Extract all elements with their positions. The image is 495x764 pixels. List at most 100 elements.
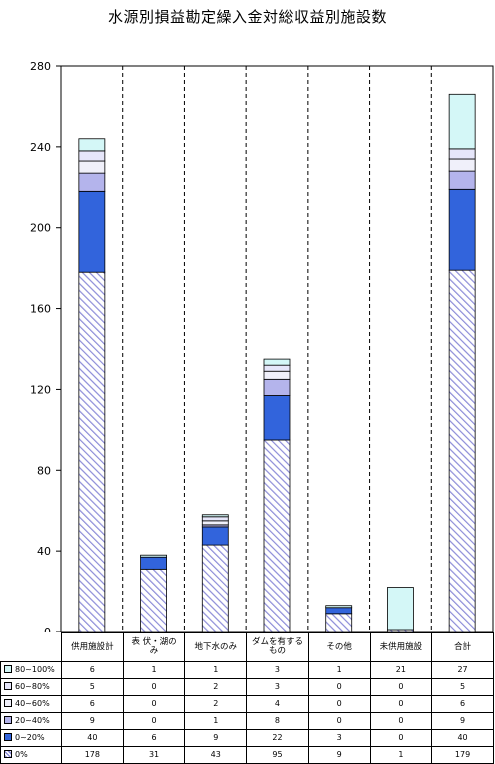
y-tick-label: 0 <box>44 626 51 632</box>
legend-entry: 0~20% <box>0 729 62 747</box>
plot-frame <box>60 65 494 632</box>
data-label: 5 <box>431 678 494 696</box>
data-label: 4 <box>246 695 309 713</box>
table-row: 60~80% 5 0 2 3 0 0 5 <box>0 678 494 696</box>
data-label: 43 <box>184 746 248 764</box>
data-label: 9 <box>61 712 124 730</box>
data-label: 0 <box>122 695 186 713</box>
x-tick-label: 地下水のみ <box>184 632 248 662</box>
legend-swatch <box>4 682 12 691</box>
table-row: 0~20% 40 6 9 22 3 0 40 <box>0 729 494 747</box>
bar-segment <box>140 556 167 570</box>
bar-segment <box>201 514 229 518</box>
plot-border <box>60 65 494 632</box>
legend-swatch <box>4 750 12 759</box>
data-label: 8 <box>246 712 309 730</box>
y-tick-label: 200 <box>30 222 51 235</box>
legend-label: 80~100% <box>15 665 55 675</box>
data-label: 2 <box>184 678 248 696</box>
x-tick-label: 合計 <box>431 632 494 662</box>
bar-segment <box>325 607 353 615</box>
bar-segment <box>78 138 106 152</box>
bar-segment <box>78 271 106 632</box>
y-tick-label: 120 <box>30 383 51 396</box>
bar-segment <box>263 358 291 366</box>
data-label: 179 <box>431 746 494 764</box>
bar-segment <box>78 160 106 174</box>
data-label: 3 <box>246 661 309 679</box>
legend-label: 40~60% <box>15 699 50 709</box>
bar-segment <box>201 516 229 522</box>
bar-segment <box>78 150 106 162</box>
bar-segment <box>448 93 476 150</box>
bar-segment <box>448 158 476 172</box>
bar-segment <box>201 526 229 546</box>
y-tick-label: 160 <box>30 303 51 316</box>
data-label: 27 <box>431 661 494 679</box>
bar-segment <box>325 605 353 609</box>
data-label: 22 <box>246 729 309 747</box>
y-tick-label: 240 <box>30 141 51 154</box>
x-tick-label: 表 伏・湖のみ <box>122 632 186 662</box>
data-label: 31 <box>122 746 186 764</box>
bar-segment <box>263 395 291 441</box>
data-label: 0 <box>369 729 433 747</box>
x-tick-label: その他 <box>307 632 371 662</box>
legend-entry: 0% <box>0 746 62 764</box>
legend-entry: 80~100% <box>0 661 62 679</box>
y-axis-ticks: 0 40 80 120 160 200 240 280 <box>30 60 61 632</box>
data-label: 0 <box>307 712 371 730</box>
legend-entry: 40~60% <box>0 695 62 713</box>
table-row: 40~60% 6 0 2 4 0 0 6 <box>0 695 494 713</box>
data-table: 供用施設計表 伏・湖のみ地下水のみ ダムを有する もの その他 未供用施設 合計 80~10… <box>0 632 494 764</box>
bar-segment <box>263 364 291 372</box>
legend-swatch <box>4 665 12 674</box>
data-label: 5 <box>61 678 124 696</box>
legend-label: 0% <box>15 750 28 760</box>
data-label: 6 <box>431 695 494 713</box>
data-label: 178 <box>61 746 124 764</box>
data-label: 2 <box>184 695 248 713</box>
bar-segment <box>448 148 476 160</box>
data-label: 0 <box>369 678 433 696</box>
table-row: 0% 178 31 43 95 9 1 179 <box>0 746 494 764</box>
bar-segment <box>78 172 106 192</box>
data-label: 6 <box>61 661 124 679</box>
legend-label: 0~20% <box>15 733 45 743</box>
data-label: 0 <box>122 678 186 696</box>
y-tick-label: 40 <box>37 545 51 558</box>
bar-segment <box>78 190 106 273</box>
legend-label: 60~80% <box>15 682 50 692</box>
legend-swatch <box>4 733 12 742</box>
bar-segment <box>448 170 476 190</box>
legend-entry: 20~40% <box>0 712 62 730</box>
bar-segment <box>387 587 414 631</box>
data-label: 9 <box>431 712 494 730</box>
y-tick-label: 80 <box>37 464 51 477</box>
group-separators <box>122 66 432 632</box>
bar-segment <box>201 520 229 526</box>
data-label: 1 <box>184 661 248 679</box>
data-label: 3 <box>246 678 309 696</box>
data-label: 1 <box>369 746 433 764</box>
bar-segment <box>140 568 167 632</box>
data-label: 0 <box>307 695 371 713</box>
y-tick-label: 280 <box>30 60 51 73</box>
legend-swatch <box>4 699 12 708</box>
data-label: 1 <box>184 712 248 730</box>
data-label: 21 <box>369 661 433 679</box>
data-label: 1 <box>122 661 186 679</box>
data-label: 40 <box>61 729 124 747</box>
bars-layer <box>78 93 476 632</box>
data-label: 9 <box>184 729 248 747</box>
bar-segment <box>448 188 476 271</box>
bar-segment <box>263 378 291 396</box>
stacked-bar-chart: 0 40 80 120 160 200 240 280 <box>30 60 494 632</box>
bar-segment <box>140 554 167 558</box>
table-row: 80~100% 6 1 1 3 1 21 27 <box>0 661 494 679</box>
legend-swatch <box>4 716 12 725</box>
data-label: 9 <box>307 746 371 764</box>
data-label: 6 <box>122 729 186 747</box>
data-label: 3 <box>307 729 371 747</box>
data-label: 1 <box>307 661 371 679</box>
